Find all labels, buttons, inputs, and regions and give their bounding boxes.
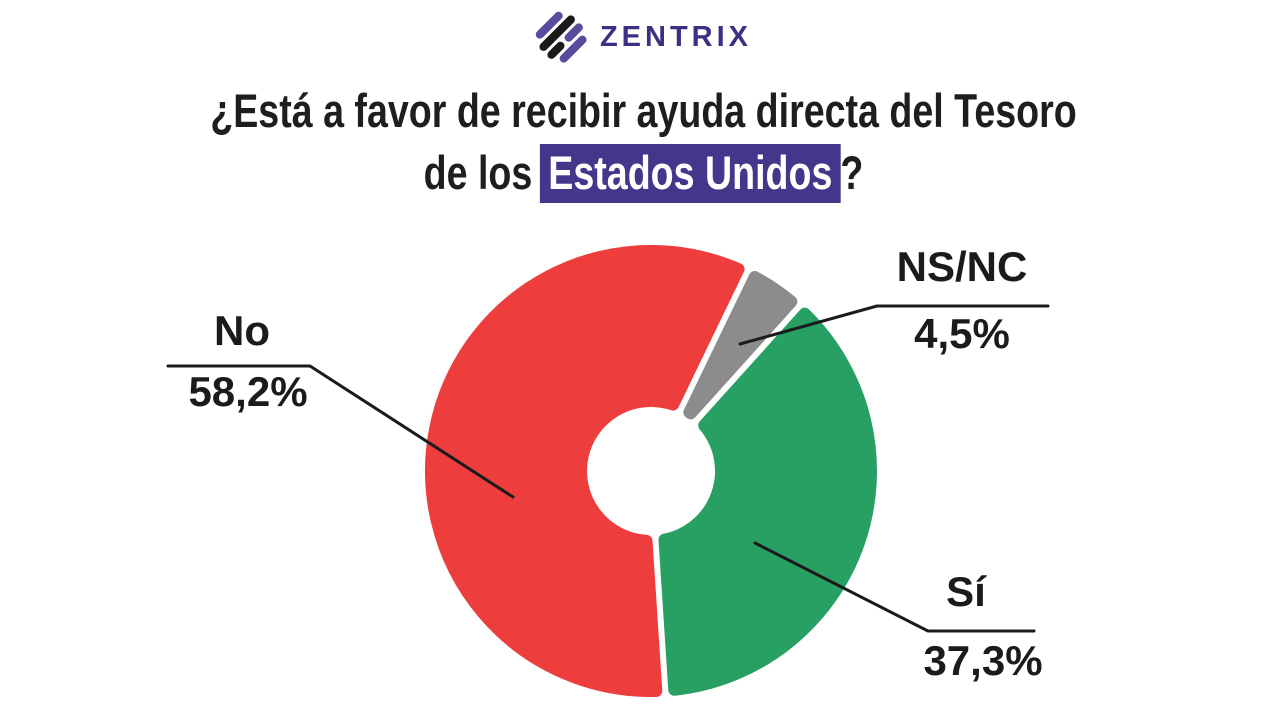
label-no: No — [214, 307, 270, 354]
title-line-1: ¿Está a favor de recibir ayuda directa d… — [210, 84, 1077, 137]
brand-header: ZENTRIX — [0, 11, 1287, 63]
donut-slices-group — [425, 245, 877, 697]
label-nsnc: NS/NC — [896, 243, 1028, 290]
label-si: Sí — [946, 568, 986, 615]
leader-line-no — [166, 364, 515, 499]
title-line2-prefix: de los — [423, 146, 533, 199]
leader-line-nsnc — [738, 304, 1050, 346]
title-line2-suffix: ? — [840, 146, 864, 199]
zentrix-logo-icon — [535, 11, 587, 63]
title-line-2: de los Estados Unidos? — [129, 142, 1159, 204]
donut-slice-no — [425, 245, 745, 697]
donut-slice-si — [658, 307, 877, 696]
value-nsnc: 4,5% — [914, 310, 1010, 357]
poll-question-title: ¿Está a favor de recibir ayuda directa d… — [129, 80, 1159, 204]
leader-line-si — [753, 541, 1036, 633]
title-highlight: Estados Unidos — [540, 144, 841, 203]
brand-wordmark: ZENTRIX — [599, 21, 753, 53]
value-si: 37,3% — [923, 637, 1043, 684]
value-no: 58,2% — [188, 368, 308, 415]
